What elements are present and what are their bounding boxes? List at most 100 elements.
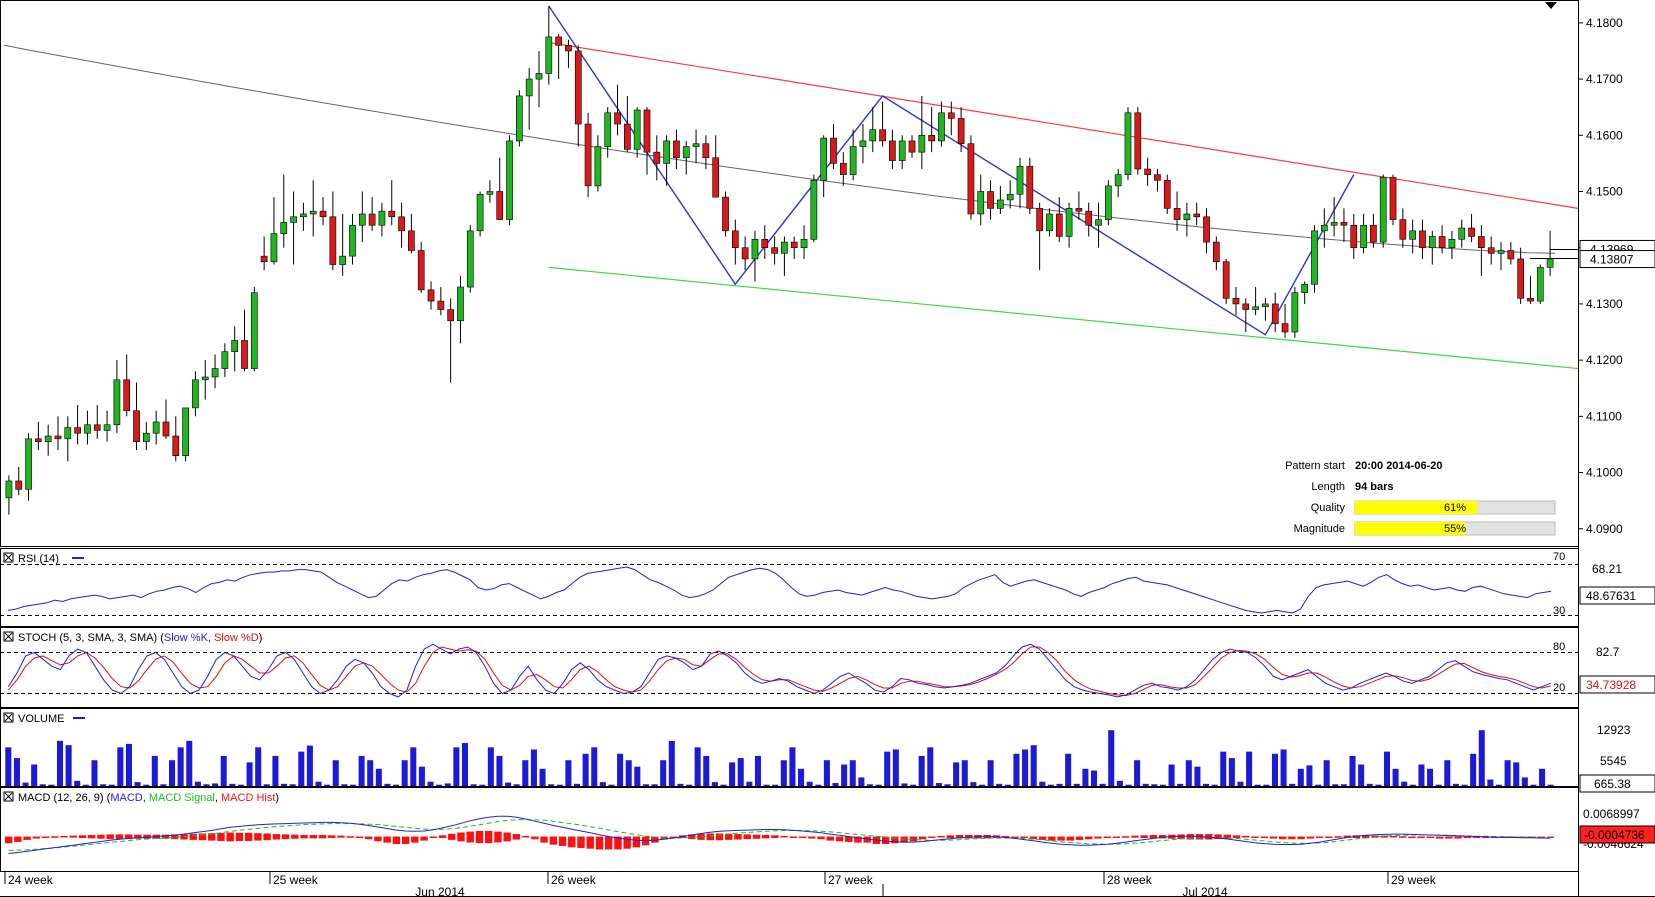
macd-hist-bar	[1251, 836, 1259, 839]
candle-body	[1232, 297, 1240, 305]
candle-body	[1212, 241, 1220, 263]
pattern-start-label: Pattern start	[1285, 460, 1345, 472]
month-label: Jul 2014	[1182, 885, 1228, 897]
candle-body	[84, 424, 91, 434]
volume-value-box	[1579, 774, 1655, 793]
volume-bar	[513, 784, 520, 786]
macd-hist-bar	[1214, 834, 1222, 840]
macd-hist-bar	[1001, 835, 1010, 838]
volume-bar	[996, 783, 1003, 786]
close-icon	[4, 713, 13, 722]
macd-hist-bar	[374, 836, 382, 842]
volume-bar	[298, 751, 305, 786]
candle-body	[1438, 236, 1446, 249]
volume-bar	[186, 740, 193, 786]
volume-bar	[1203, 783, 1210, 786]
macd-hist-bar	[1103, 836, 1111, 839]
volume-current-value: 665.38	[1594, 777, 1631, 791]
candle-body	[476, 194, 484, 232]
stoch-right-label: 82.7	[1596, 645, 1620, 659]
macd-hist-bar	[291, 834, 299, 839]
macd-hist-bar	[337, 835, 345, 838]
macd-hist-bar	[69, 835, 77, 838]
volume-bar	[1237, 781, 1244, 786]
rsi-level-70-label: 70	[1553, 551, 1565, 563]
macd-hist-bar	[1463, 836, 1471, 839]
macd-hist-bar	[235, 832, 244, 841]
volume-bar	[1108, 730, 1115, 786]
candle-body	[1448, 238, 1456, 249]
volume-bar	[772, 784, 779, 786]
volume-bar	[1056, 783, 1063, 786]
volume-bar	[935, 782, 942, 786]
volume-bar	[177, 747, 184, 786]
candle-body	[486, 191, 494, 195]
volume-bar	[470, 784, 477, 786]
macd-hist-bar	[466, 831, 474, 843]
candle-body	[1527, 297, 1534, 302]
macd-hist-bar	[392, 836, 401, 844]
candle-body	[594, 146, 602, 187]
volume-bar	[573, 783, 581, 786]
volume-bar	[729, 762, 736, 786]
candle-body	[1163, 179, 1171, 209]
volume-bar	[100, 784, 107, 786]
macd-hist-bar	[1186, 834, 1195, 840]
week-label: 26 week	[551, 873, 597, 887]
stoch-current-value: 34.73928	[1586, 678, 1636, 692]
volume-bar	[1409, 784, 1416, 786]
macd-hist-bar	[457, 832, 465, 842]
candle-body	[1075, 208, 1083, 212]
candle-body	[1419, 230, 1426, 249]
macd-hist-bar	[1242, 835, 1250, 838]
macd-histogram	[4, 831, 1555, 850]
collapse-arrow-icon[interactable]	[1545, 2, 1557, 9]
candle-body	[133, 410, 140, 442]
candle-body	[1291, 292, 1299, 333]
candle-body	[5, 480, 13, 499]
volume-bar	[281, 783, 288, 786]
volume-bar	[306, 745, 313, 786]
volume-bar	[918, 755, 925, 786]
candle-body	[781, 241, 788, 254]
volume-bar	[703, 755, 710, 786]
macd-hist-bar	[1223, 834, 1231, 839]
pattern-start-value: 20:00 2014-06-20	[1355, 460, 1442, 472]
volume-bar	[1030, 745, 1037, 786]
volume-right-label-mid: 5545	[1600, 754, 1627, 768]
week-label: 27 week	[828, 873, 874, 887]
candle-body	[339, 255, 347, 265]
volume-bar	[1289, 783, 1296, 786]
volume-bar	[1263, 784, 1270, 786]
volume-bar	[272, 755, 279, 786]
candle-body	[839, 163, 847, 175]
price-tick-label: 4.1100	[1586, 409, 1622, 423]
macd-hist-bar	[1085, 836, 1093, 840]
volume-bar	[1495, 784, 1503, 786]
macd-hist-bar	[1325, 836, 1333, 839]
macd-hist-bar	[1112, 836, 1121, 839]
macd-hist-bar	[281, 834, 290, 840]
macd-hist-bar	[1343, 835, 1351, 838]
candle-body	[192, 379, 199, 409]
volume-bar	[246, 762, 253, 786]
macd-hist-bar	[88, 835, 96, 839]
macd-hist-bar	[955, 835, 964, 839]
candle-body	[113, 379, 121, 426]
candle-body	[1252, 306, 1259, 310]
candle-body	[800, 238, 808, 249]
macd-hist-bar	[448, 833, 456, 840]
volume-bar	[315, 781, 322, 786]
candle-body	[182, 407, 189, 456]
rsi-line	[7, 566, 1552, 614]
macd-hist-bar	[540, 836, 548, 843]
volume-bar	[1332, 784, 1339, 786]
volume-bar	[1487, 779, 1494, 786]
pattern-info-box: Pattern start 20:00 2014-06-20 Length 94…	[1285, 460, 1556, 536]
volume-bar	[5, 747, 12, 786]
candle-body	[93, 424, 101, 431]
volume-bar	[1366, 783, 1373, 786]
volume-bar	[375, 768, 382, 786]
macd-hist-bar	[623, 836, 631, 849]
volume-bar	[910, 784, 917, 786]
